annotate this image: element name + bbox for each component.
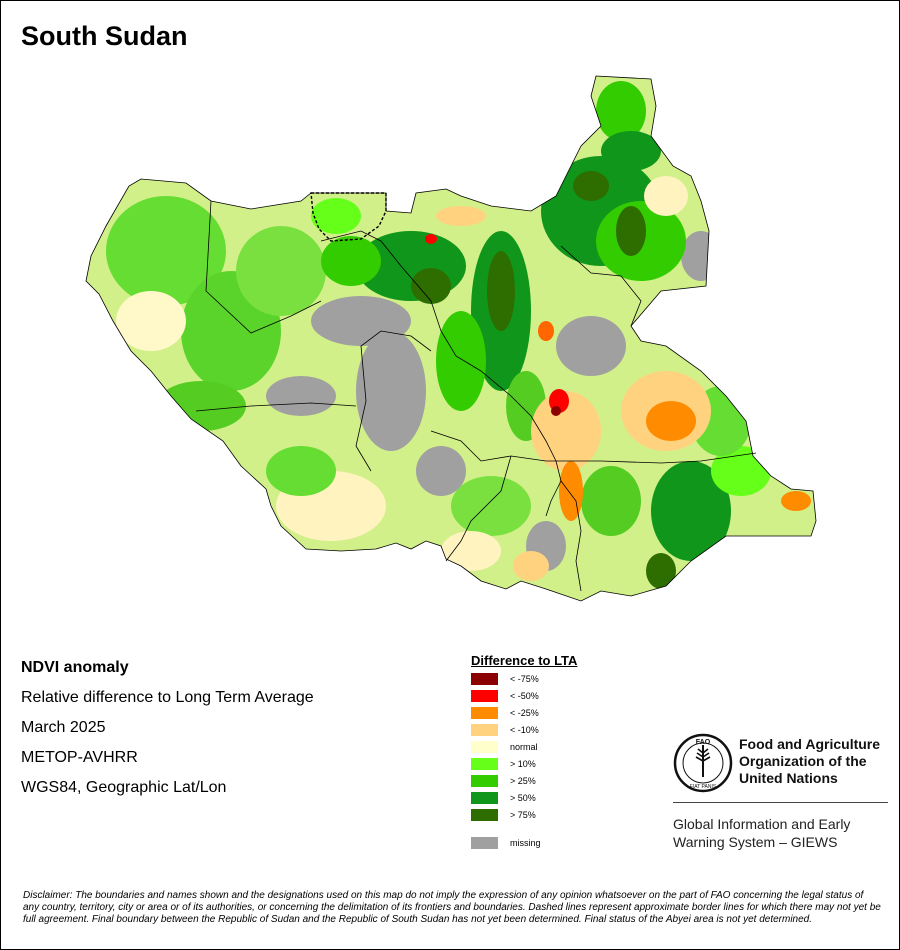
emblem-letters: FAO <box>696 739 711 746</box>
legend-swatch <box>471 724 498 736</box>
legend-swatch <box>471 809 498 821</box>
legend-label: < -50% <box>510 691 539 701</box>
info-projection: WGS84, Geographic Lat/Lon <box>21 779 227 796</box>
legend-title: Difference to LTA <box>471 653 578 668</box>
emblem-motto: FIAT PANIS <box>690 784 717 790</box>
legend-swatch <box>471 690 498 702</box>
fao-logo: FAO FIAT PANIS <box>673 733 733 798</box>
giews-line-2: Warning System – GIEWS <box>673 834 838 850</box>
legend-item: < -10% <box>471 724 539 736</box>
legend-label: normal <box>510 742 538 752</box>
legend-label: < -25% <box>510 708 539 718</box>
map-info: NDVI anomaly Relative difference to Long… <box>21 658 314 808</box>
legend-label: missing <box>510 838 541 848</box>
org-line-3: United Nations <box>739 770 838 786</box>
legend-swatch <box>471 758 498 770</box>
legend-item: < -25% <box>471 707 539 719</box>
legend-item: normal <box>471 741 538 753</box>
legend-swatch <box>471 792 498 804</box>
legend-item: > 25% <box>471 775 536 787</box>
info-description: Relative difference to Long Term Average <box>21 689 314 706</box>
legend-label: > 50% <box>510 793 536 803</box>
org-line-2: Organization of the <box>739 753 867 769</box>
giews-label: Global Information and Early Warning Sys… <box>673 815 850 851</box>
legend-item: missing <box>471 837 541 849</box>
info-date: March 2025 <box>21 719 106 736</box>
ndvi-map <box>1 1 900 641</box>
legend-swatch <box>471 741 498 753</box>
info-sensor: METOP-AVHRR <box>21 749 138 766</box>
disclaimer: Disclaimer: The boundaries and names sho… <box>23 890 881 925</box>
legend-item: > 50% <box>471 792 536 804</box>
legend-label: < -10% <box>510 725 539 735</box>
map-title: South Sudan <box>21 21 188 51</box>
legend-item: < -75% <box>471 673 539 685</box>
legend-label: < -75% <box>510 674 539 684</box>
legend-item: < -50% <box>471 690 539 702</box>
legend-swatch <box>471 775 498 787</box>
legend: Difference to LTA < -75% < -50% < -25% <… <box>471 653 578 849</box>
legend-swatch <box>471 673 498 685</box>
fao-org-name: Food and Agriculture Organization of the… <box>739 736 880 787</box>
legend-label: > 25% <box>510 776 536 786</box>
fao-emblem-icon: FAO FIAT PANIS <box>673 733 733 793</box>
org-line-1: Food and Agriculture <box>739 736 881 752</box>
legend-item: > 10% <box>471 758 536 770</box>
legend-swatch <box>471 707 498 719</box>
legend-label: > 10% <box>510 759 536 769</box>
legend-swatch <box>471 837 498 849</box>
legend-label: > 75% <box>510 810 536 820</box>
logo-divider <box>673 802 888 803</box>
legend-item: > 75% <box>471 809 536 821</box>
info-product: NDVI anomaly <box>21 659 129 676</box>
south-sudan-map-svg <box>85 75 817 602</box>
giews-line-1: Global Information and Early <box>673 816 851 832</box>
